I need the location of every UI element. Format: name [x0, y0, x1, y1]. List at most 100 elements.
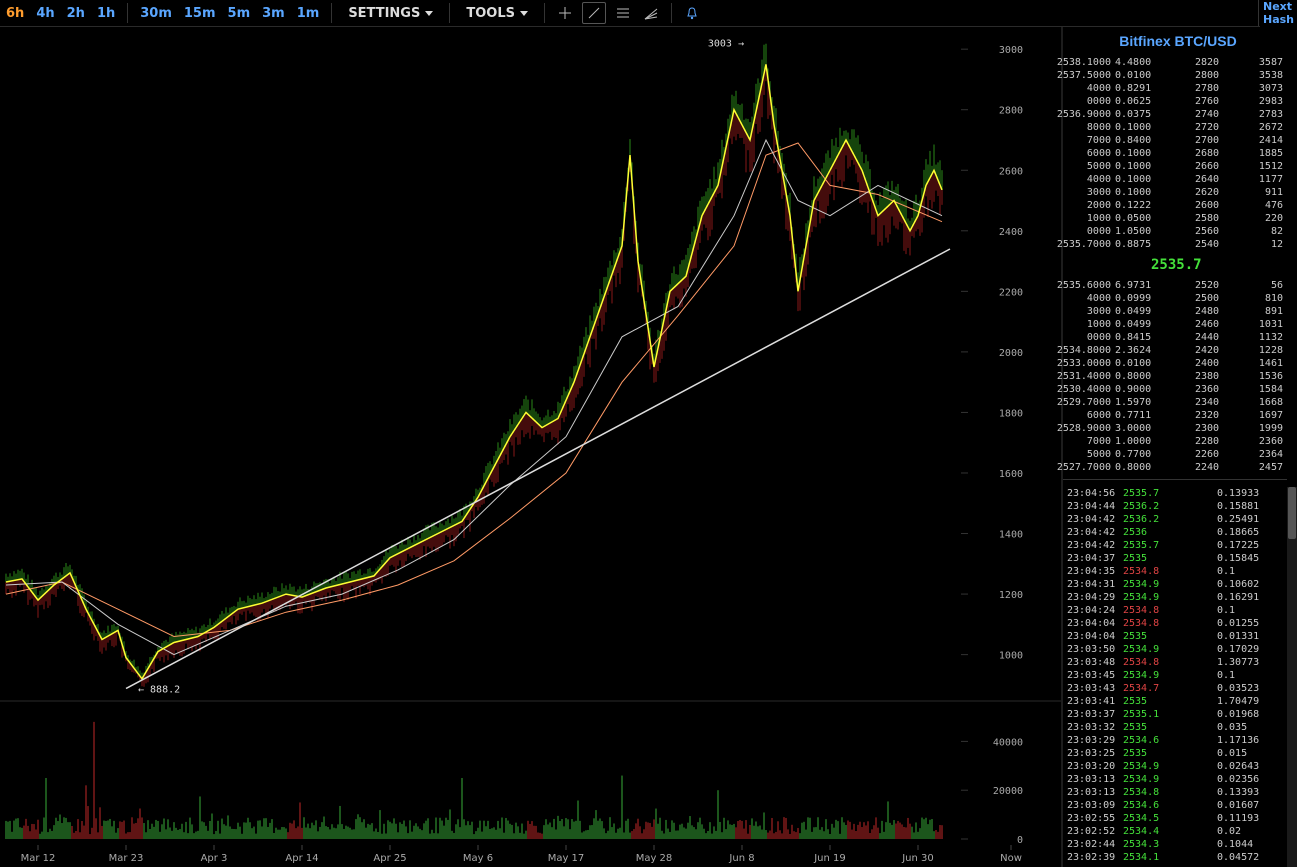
timeframe-2h[interactable]: 2h — [66, 5, 85, 21]
bid-row[interactable]: 3000 0.0499 2480 891 — [1063, 305, 1283, 318]
bid-row[interactable]: 7000 1.0000 2280 2360 — [1063, 435, 1283, 448]
ask-row[interactable]: 6000 0.1000 2680 1885 — [1063, 147, 1283, 160]
trade-time: 23:04:24 — [1067, 605, 1116, 616]
bid-total: 1536 — [1258, 371, 1283, 382]
bid-row[interactable]: 2529.7000 1.5970 2340 1668 — [1057, 396, 1283, 409]
trade-price: 2534.8 — [1123, 787, 1160, 798]
ask-row[interactable]: 2536.9000 0.0375 2740 2783 — [1057, 108, 1283, 121]
bid-row[interactable]: 0000 0.8415 2440 1132 — [1063, 331, 1283, 344]
bid-level: 2400 — [1195, 358, 1220, 369]
bid-row[interactable]: 2533.0000 0.0100 2400 1461 — [1057, 357, 1283, 370]
ask-row[interactable]: 4000 0.8291 2780 3073 — [1063, 82, 1283, 95]
ask-amount: 0.0500 — [1115, 213, 1152, 224]
ask-row[interactable]: 0000 0.0625 2760 2983 — [1063, 95, 1283, 108]
trade-row: 23:04:37 2535 0.15845 — [1067, 552, 1277, 565]
ask-row[interactable]: 3000 0.1000 2620 911 — [1063, 186, 1283, 199]
ask-amount: 0.8400 — [1115, 135, 1152, 146]
timeframe-30m[interactable]: 30m — [140, 5, 172, 21]
bid-row[interactable]: 2530.4000 0.9000 2360 1584 — [1057, 383, 1283, 396]
ask-price: 1000 — [1086, 213, 1111, 224]
bid-total: 1668 — [1258, 397, 1283, 408]
hash-link[interactable]: Hash — [1263, 13, 1295, 26]
bid-amount: 3.0000 — [1115, 423, 1152, 434]
panel-divider — [1061, 27, 1063, 867]
trade-price: 2534.8 — [1123, 566, 1160, 577]
ask-row[interactable]: 0000 1.0500 2560 82 — [1063, 225, 1283, 238]
ask-level: 2800 — [1195, 70, 1220, 81]
trade-time: 23:03:43 — [1067, 683, 1116, 694]
ask-row[interactable]: 2535.7000 0.8875 2540 12 — [1057, 238, 1283, 251]
bid-row[interactable]: 2527.7000 0.8000 2240 2457 — [1057, 461, 1283, 474]
timeframe-15m[interactable]: 15m — [183, 5, 216, 21]
bid-price: 0000 — [1086, 332, 1111, 343]
trade-amount: 0.18665 — [1217, 527, 1260, 538]
bid-row[interactable]: 4000 0.0999 2500 810 — [1063, 292, 1283, 305]
ask-amount: 0.1222 — [1115, 200, 1152, 211]
timeframe-3m[interactable]: 3m — [262, 5, 285, 21]
bid-row[interactable]: 6000 0.7711 2320 1697 — [1063, 409, 1283, 422]
timeframe-6h[interactable]: 6h — [6, 5, 25, 21]
y-tick-label: 1800 — [999, 408, 1023, 419]
timeframe-5m[interactable]: 5m — [227, 5, 251, 21]
bid-level: 2500 — [1195, 293, 1220, 304]
trade-amount: 0.10602 — [1217, 579, 1260, 590]
bid-level: 2440 — [1195, 332, 1220, 343]
x-tick-label: Jun 19 — [813, 853, 846, 864]
trade-price: 2534.9 — [1123, 670, 1160, 681]
bid-level: 2260 — [1195, 449, 1220, 460]
bid-price: 2529.7000 — [1056, 397, 1111, 408]
x-tick-label: Mar 23 — [109, 853, 144, 864]
bell-icon[interactable] — [681, 3, 703, 23]
bid-total: 56 — [1270, 280, 1283, 291]
bid-level: 2280 — [1195, 436, 1220, 447]
trade-price: 2534.9 — [1123, 592, 1160, 603]
bid-level: 2420 — [1195, 345, 1220, 356]
timeframe-1h[interactable]: 1h — [96, 5, 116, 21]
trades-scrollbar[interactable] — [1287, 487, 1297, 867]
bid-level: 2480 — [1195, 306, 1220, 317]
trade-time: 23:04:04 — [1067, 618, 1116, 629]
bid-price: 2527.7000 — [1056, 462, 1111, 473]
fib-fan-icon[interactable] — [640, 3, 662, 23]
bid-row[interactable]: 2528.9000 3.0000 2300 1999 — [1057, 422, 1283, 435]
scrollbar-thumb[interactable] — [1288, 487, 1296, 539]
ask-row[interactable]: 2000 0.1222 2600 476 — [1063, 199, 1283, 212]
ask-row[interactable]: 2538.1000 4.4800 2820 3587 — [1057, 56, 1283, 69]
bid-price: 5000 — [1086, 449, 1111, 460]
settings-menu-button[interactable]: SETTINGS — [338, 6, 443, 21]
top-right-links: Next Hash — [1258, 0, 1297, 26]
ask-row[interactable]: 5000 0.1000 2660 1512 — [1063, 160, 1283, 173]
y-tick-label: 2200 — [999, 287, 1023, 298]
ask-price: 4000 — [1086, 174, 1111, 185]
ask-total: 911 — [1264, 187, 1283, 198]
bid-price: 6000 — [1086, 410, 1111, 421]
trendline-icon[interactable] — [581, 2, 606, 24]
trade-row: 23:03:13 2534.8 0.13393 — [1067, 786, 1277, 799]
bid-row[interactable]: 2534.8000 2.3624 2420 1228 — [1057, 344, 1283, 357]
trade-price: 2535.7 — [1123, 488, 1160, 499]
next-link[interactable]: Next — [1263, 0, 1293, 13]
ask-row[interactable]: 4000 0.1000 2640 1177 — [1063, 173, 1283, 186]
volume-tick-label: 20000 — [993, 786, 1023, 797]
bid-row[interactable]: 5000 0.7700 2260 2364 — [1063, 448, 1283, 461]
bid-row[interactable]: 2531.4000 0.8000 2380 1536 — [1057, 370, 1283, 383]
ask-row[interactable]: 1000 0.0500 2580 220 — [1063, 212, 1283, 225]
bid-row[interactable]: 2535.6000 6.9731 2520 56 — [1057, 279, 1283, 292]
horizontal-lines-icon[interactable] — [612, 3, 634, 23]
bid-row[interactable]: 1000 0.0499 2460 1031 — [1063, 318, 1283, 331]
price-volume-chart[interactable]: 1000 1200 1400 1600 1800 2000 2200 2400 2600 2800… — [0, 27, 1061, 867]
ask-row[interactable]: 7000 0.8400 2700 2414 — [1063, 134, 1283, 147]
trade-amount: 0.13933 — [1217, 488, 1260, 499]
y-tick-label: 1600 — [999, 469, 1023, 480]
timeframe-1m[interactable]: 1m — [296, 5, 320, 21]
trade-price: 2535 — [1123, 722, 1148, 733]
ask-amount: 0.1000 — [1115, 174, 1152, 185]
timeframe-4h[interactable]: 4h — [36, 5, 55, 21]
crosshair-icon[interactable] — [554, 3, 576, 23]
chart-toolbar: 6h 4h 2h 1h 30m 15m 5m 3m 1m SETTINGS TOOLS — [0, 0, 1260, 27]
ask-level: 2620 — [1195, 187, 1220, 198]
ask-row[interactable]: 8000 0.1000 2720 2672 — [1063, 121, 1283, 134]
ask-row[interactable]: 2537.5000 0.0100 2800 3538 — [1057, 69, 1283, 82]
trade-time: 23:04:37 — [1067, 553, 1116, 564]
tools-menu-button[interactable]: TOOLS — [456, 6, 538, 21]
